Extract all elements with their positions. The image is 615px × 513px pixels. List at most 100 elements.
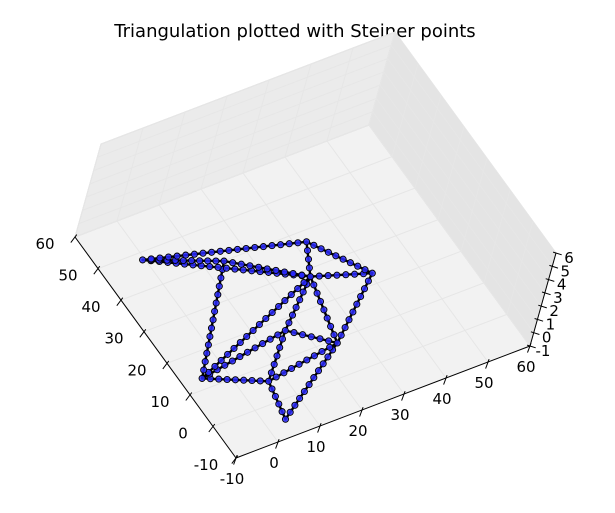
steiner-point bbox=[263, 265, 271, 273]
steiner-point bbox=[316, 335, 324, 343]
y-axis-tick-label: 60 bbox=[516, 358, 535, 376]
steiner-point bbox=[147, 255, 155, 263]
x-axis-tick-label: 20 bbox=[127, 361, 146, 379]
steiner-point bbox=[273, 352, 281, 360]
y-axis-tick-label: 10 bbox=[306, 438, 325, 456]
steiner-point bbox=[285, 319, 293, 327]
steiner-point bbox=[246, 262, 254, 270]
steiner-point bbox=[233, 245, 242, 253]
steiner-point bbox=[187, 257, 196, 265]
steiner-point bbox=[229, 259, 237, 267]
z-axis-tick-label: 6 bbox=[564, 249, 574, 267]
steiner-point bbox=[288, 311, 297, 319]
steiner-point bbox=[209, 316, 217, 324]
y-axis-line bbox=[235, 345, 531, 459]
steiner-point bbox=[292, 303, 300, 311]
x-axis-tick bbox=[139, 328, 147, 338]
steiner-point bbox=[173, 252, 181, 260]
z-axis-tick bbox=[552, 251, 562, 256]
steiner-point bbox=[211, 307, 219, 315]
steiner-point bbox=[351, 270, 359, 278]
steiner-point bbox=[240, 376, 248, 384]
steiner-point bbox=[296, 296, 304, 304]
steiner-point bbox=[214, 263, 222, 271]
y-axis-tick bbox=[317, 423, 322, 433]
steiner-point bbox=[203, 349, 211, 357]
steiner-point bbox=[364, 277, 372, 285]
steiner-point bbox=[190, 250, 198, 258]
steiner-point bbox=[327, 322, 335, 330]
x-axis-tick bbox=[208, 423, 216, 433]
steiner-point bbox=[248, 376, 256, 385]
y-axis-tick bbox=[401, 391, 406, 401]
steiner-point bbox=[268, 385, 276, 393]
steiner-point bbox=[268, 308, 276, 317]
steiner-point bbox=[222, 264, 231, 272]
y-axis-tick-label: 40 bbox=[432, 390, 451, 408]
steiner-point bbox=[287, 364, 296, 373]
steiner-point bbox=[303, 246, 312, 255]
steiner-point bbox=[313, 289, 321, 297]
steiner-point bbox=[276, 343, 284, 352]
steiner-point bbox=[275, 302, 283, 311]
z-axis-tick bbox=[538, 304, 547, 309]
steiner-point bbox=[310, 241, 318, 249]
y-axis-tick bbox=[443, 375, 448, 385]
steiner-point bbox=[201, 358, 209, 366]
z-axis-tick bbox=[545, 278, 555, 282]
axis-tick-labels: -100102030405060-100102030405060-1012345… bbox=[35, 235, 573, 488]
steiner-point bbox=[368, 269, 376, 277]
steiner-point bbox=[310, 352, 318, 360]
steiner-point bbox=[294, 285, 302, 293]
z-axis-tick-label: -1 bbox=[536, 342, 551, 360]
steiner-point bbox=[215, 282, 223, 290]
steiner-point bbox=[271, 392, 279, 400]
steiner-point bbox=[274, 331, 282, 339]
steiner-point bbox=[272, 373, 280, 381]
steiner-point bbox=[228, 357, 236, 365]
steiner-point bbox=[280, 369, 288, 377]
steiner-point bbox=[199, 249, 207, 257]
steiner-point bbox=[285, 240, 293, 248]
steiner-point bbox=[324, 353, 332, 361]
steiner-point bbox=[332, 252, 340, 260]
steiner-point bbox=[300, 387, 308, 396]
steiner-point bbox=[231, 265, 239, 273]
steiner-point bbox=[290, 329, 298, 337]
steiner-point bbox=[259, 243, 267, 251]
steiner-point bbox=[330, 331, 338, 339]
steiner-point bbox=[299, 288, 307, 296]
steiner-point bbox=[208, 248, 216, 256]
grid-line-z bbox=[100, 31, 557, 254]
steiner-point bbox=[217, 274, 225, 282]
steiner-point bbox=[333, 339, 341, 347]
steiner-point bbox=[353, 300, 361, 308]
steiner-point bbox=[299, 331, 307, 339]
steiner-point bbox=[237, 260, 245, 268]
steiner-point bbox=[342, 271, 350, 279]
steiner-point bbox=[251, 344, 259, 352]
steiner-point bbox=[231, 376, 239, 384]
steiner-point bbox=[291, 401, 299, 409]
steiner-point bbox=[255, 320, 263, 329]
grid-line-z bbox=[93, 57, 550, 280]
steiner-point bbox=[360, 285, 369, 293]
triangulation-edge bbox=[305, 240, 374, 275]
steiner-point bbox=[302, 238, 311, 246]
x-axis-tick-label: 0 bbox=[178, 424, 188, 442]
steiner-point bbox=[307, 333, 315, 341]
steiner-point bbox=[268, 242, 276, 250]
z-axis-tick bbox=[530, 331, 540, 335]
steiner-point bbox=[217, 356, 225, 364]
steiner-point bbox=[310, 374, 318, 382]
steiner-point bbox=[211, 362, 219, 370]
steiner-point bbox=[256, 377, 264, 385]
y-axis-tick-label: -10 bbox=[220, 470, 245, 488]
steiner-point bbox=[275, 400, 283, 408]
steiner-point bbox=[230, 344, 238, 352]
steiner-point bbox=[212, 299, 220, 307]
axis-ticks bbox=[70, 234, 562, 465]
z-axis-tick bbox=[534, 318, 544, 322]
steiner-point bbox=[295, 360, 303, 368]
